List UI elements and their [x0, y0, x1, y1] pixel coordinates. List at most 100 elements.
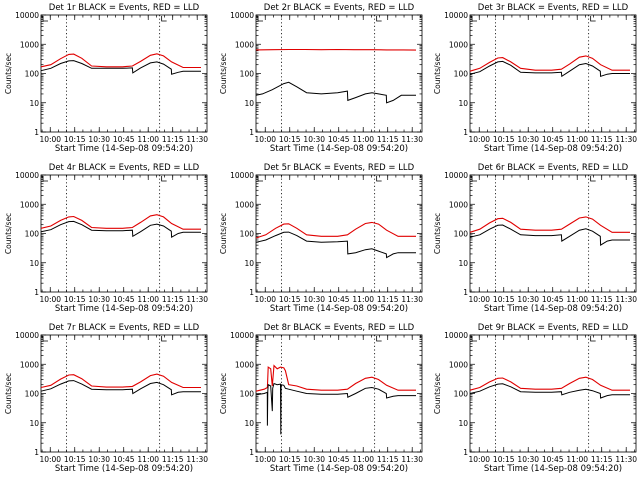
events-series-line — [40, 220, 201, 239]
x-tick-label: 11:30 — [186, 295, 208, 304]
y-tick-label: 10 — [244, 259, 254, 268]
y-tick-label: 10 — [458, 259, 468, 268]
x-tick-label: 10:00 — [39, 295, 61, 304]
start-bracket-marker — [471, 336, 477, 342]
x-tick-label: 11:00 — [137, 135, 159, 144]
y-axis-label: Counts/sec — [4, 213, 13, 254]
y-tick-label: 1 — [463, 448, 468, 457]
events-series-line — [255, 81, 416, 104]
x-tick-label: 10:15 — [493, 295, 515, 304]
x-tick-label: 11:15 — [162, 135, 184, 144]
panel-title: Det 5r BLACK = Events, RED = LLD — [264, 163, 415, 173]
panel-det-1r: Det 1r BLACK = Events, RED = LLD 1 10 100 10… — [4, 3, 208, 154]
x-tick-label: 11:00 — [137, 295, 159, 304]
x-tick-label: 10:00 — [468, 295, 490, 304]
end-bracket-marker — [590, 16, 596, 22]
end-bracket-marker — [161, 336, 167, 342]
y-tick-label: 100 — [454, 70, 469, 79]
x-tick-label: 10:15 — [279, 455, 301, 464]
x-tick-label: 11:30 — [401, 135, 423, 144]
y-tick-label: 10 — [29, 259, 39, 268]
x-tick-label: 11:30 — [615, 295, 637, 304]
x-axis-label: Start Time (14-Sep-08 09:54:20) — [270, 304, 408, 314]
panel-title: Det 7r BLACK = Events, RED = LLD — [49, 323, 200, 333]
x-tick-label: 11:15 — [377, 455, 399, 464]
start-bracket-marker — [42, 176, 48, 182]
y-axis-label: Counts/sec — [219, 53, 228, 94]
y-tick-label: 1 — [249, 448, 254, 457]
x-tick-label: 11:00 — [352, 135, 374, 144]
x-tick-label: 10:45 — [328, 135, 350, 144]
lld-series-line — [469, 55, 630, 72]
x-tick-label: 11:00 — [352, 295, 374, 304]
lld-series-line — [40, 373, 201, 389]
events-series-line — [469, 224, 630, 246]
events-series-line — [255, 382, 416, 435]
panel-det-5r: Det 5r BLACK = Events, RED = LLD 1 10 100 10… — [219, 163, 423, 314]
y-tick-label: 1 — [34, 128, 39, 137]
panel-title: Det 6r BLACK = Events, RED = LLD — [478, 163, 629, 173]
x-tick-label: 10:45 — [542, 455, 564, 464]
y-tick-label: 100 — [240, 390, 255, 399]
x-tick-label: 10:00 — [468, 455, 490, 464]
y-tick-label: 1 — [249, 288, 254, 297]
y-tick-label: 10000 — [230, 331, 254, 340]
x-tick-label: 10:45 — [542, 135, 564, 144]
y-tick-label: 10 — [458, 99, 468, 108]
y-tick-label: 1000 — [449, 360, 468, 369]
start-bracket-marker — [471, 176, 477, 182]
y-tick-label: 1000 — [449, 40, 468, 49]
panel-title: Det 8r BLACK = Events, RED = LLD — [264, 323, 415, 333]
x-tick-label: 10:00 — [254, 455, 276, 464]
x-axis-label: Start Time (14-Sep-08 09:54:20) — [55, 144, 193, 154]
events-series-line — [40, 380, 201, 396]
end-bracket-marker — [376, 16, 382, 22]
y-tick-label: 10 — [29, 419, 39, 428]
x-tick-label: 10:45 — [113, 295, 135, 304]
x-tick-label: 10:15 — [64, 295, 86, 304]
y-tick-label: 1000 — [20, 200, 39, 209]
x-axis-label: Start Time (14-Sep-08 09:54:20) — [484, 144, 622, 154]
x-axis-label: Start Time (14-Sep-08 09:54:20) — [484, 304, 622, 314]
x-tick-label: 11:00 — [566, 455, 588, 464]
lld-series-line — [469, 376, 630, 391]
x-tick-label: 10:45 — [113, 135, 135, 144]
end-bracket-marker — [376, 176, 382, 182]
x-tick-label: 11:00 — [566, 135, 588, 144]
y-tick-label: 10000 — [444, 11, 468, 20]
plot-frame — [40, 334, 208, 453]
x-tick-label: 11:30 — [186, 455, 208, 464]
start-bracket-marker — [257, 176, 263, 182]
x-tick-label: 10:15 — [64, 135, 86, 144]
lld-series-line — [40, 53, 201, 69]
lld-series-line — [40, 214, 201, 230]
y-tick-label: 100 — [25, 390, 40, 399]
y-tick-label: 1000 — [235, 360, 254, 369]
x-axis-label: Start Time (14-Sep-08 09:54:20) — [55, 464, 193, 474]
y-tick-label: 10000 — [444, 171, 468, 180]
x-tick-label: 10:30 — [517, 295, 539, 304]
y-tick-label: 100 — [240, 230, 255, 239]
x-axis-label: Start Time (14-Sep-08 09:54:20) — [270, 144, 408, 154]
plot-frame — [469, 174, 637, 293]
start-bracket-marker — [42, 336, 48, 342]
y-axis-label: Counts/sec — [219, 213, 228, 254]
y-tick-label: 10000 — [230, 11, 254, 20]
x-tick-label: 11:30 — [186, 135, 208, 144]
y-tick-label: 1 — [34, 288, 39, 297]
lld-series-line — [255, 221, 416, 239]
events-series-line — [255, 231, 416, 259]
x-tick-label: 11:30 — [615, 135, 637, 144]
x-tick-label: 11:30 — [401, 295, 423, 304]
y-tick-label: 1000 — [20, 40, 39, 49]
y-tick-label: 1 — [463, 128, 468, 137]
x-tick-label: 10:00 — [254, 135, 276, 144]
y-tick-label: 1 — [463, 288, 468, 297]
y-tick-label: 10 — [244, 99, 254, 108]
y-axis-label: Counts/sec — [433, 53, 442, 94]
end-bracket-marker — [590, 336, 596, 342]
x-tick-label: 11:15 — [377, 295, 399, 304]
x-tick-label: 10:00 — [254, 295, 276, 304]
x-tick-label: 10:30 — [88, 135, 110, 144]
x-tick-label: 10:00 — [468, 135, 490, 144]
